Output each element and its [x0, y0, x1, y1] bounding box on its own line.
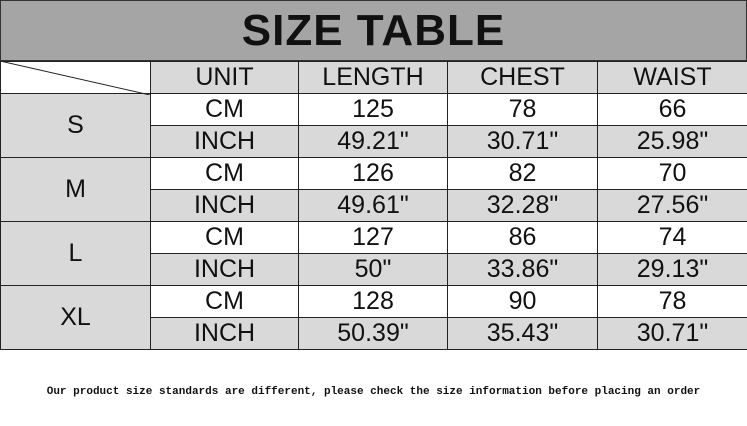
cell: 125	[298, 93, 448, 126]
size-cell: M	[0, 157, 151, 222]
size-table: UNIT LENGTH CHEST WAIST S CM 125 78 66 INCH 49.21…	[0, 61, 747, 350]
cell: 90	[447, 285, 598, 318]
cell: 49.21"	[298, 125, 448, 158]
table-row: INCH 49.21" 30.71" 25.98"	[1, 125, 747, 158]
cell: 30.71"	[447, 125, 598, 158]
cell: 66	[597, 93, 747, 126]
corner-diagonal	[0, 61, 150, 95]
table-row: XL CM 128 90 78	[0, 285, 747, 350]
cell: CM	[150, 285, 299, 318]
cell: INCH	[150, 317, 299, 350]
cell: 33.86"	[447, 253, 598, 286]
cell: CM	[150, 157, 299, 190]
cell: 74	[597, 221, 747, 254]
cell: 78	[597, 285, 747, 318]
cell: 86	[447, 221, 598, 254]
cell: INCH	[150, 189, 299, 222]
table-row: INCH 49.61" 32.28" 27.56"	[1, 189, 747, 222]
cell: 50"	[298, 253, 448, 286]
cell: 29.13"	[597, 253, 747, 286]
size-cell: XL	[0, 285, 151, 350]
column-header: UNIT	[150, 61, 299, 94]
table-row: L CM 127 86 74	[0, 221, 747, 286]
cell: 32.28"	[447, 189, 598, 222]
cell: 128	[298, 285, 448, 318]
cell: CM	[150, 221, 299, 254]
cell: 25.98"	[597, 125, 747, 158]
size-cell: L	[0, 221, 151, 286]
cell: 126	[298, 157, 448, 190]
table-row: INCH 50.39" 35.43" 30.71"	[1, 317, 747, 350]
cell: 50.39"	[298, 317, 448, 350]
cell: 49.61"	[298, 189, 448, 222]
title: SIZE TABLE	[0, 0, 747, 61]
cell: 35.43"	[447, 317, 598, 350]
table-row: INCH 50" 33.86" 29.13"	[1, 253, 747, 286]
cell: 127	[298, 221, 448, 254]
table-row: M CM 126 82 70	[0, 157, 747, 222]
cell: INCH	[150, 253, 299, 286]
table-row: S CM 125 78 66	[0, 93, 747, 158]
column-header: WAIST	[597, 61, 747, 94]
header-row: UNIT LENGTH CHEST WAIST	[0, 61, 747, 94]
column-header: CHEST	[447, 61, 598, 94]
size-cell: S	[0, 93, 151, 158]
cell: 27.56"	[597, 189, 747, 222]
table-body: UNIT LENGTH CHEST WAIST S CM 125 78 66 INCH 49.21…	[0, 61, 747, 350]
column-header: LENGTH	[298, 61, 448, 94]
footer-note: Our product size standards are different…	[46, 386, 701, 398]
cell: CM	[150, 93, 299, 126]
cell: 78	[447, 93, 598, 126]
cell: 30.71"	[597, 317, 747, 350]
cell: 70	[597, 157, 747, 190]
cell: 82	[447, 157, 598, 190]
cell: INCH	[150, 125, 299, 158]
